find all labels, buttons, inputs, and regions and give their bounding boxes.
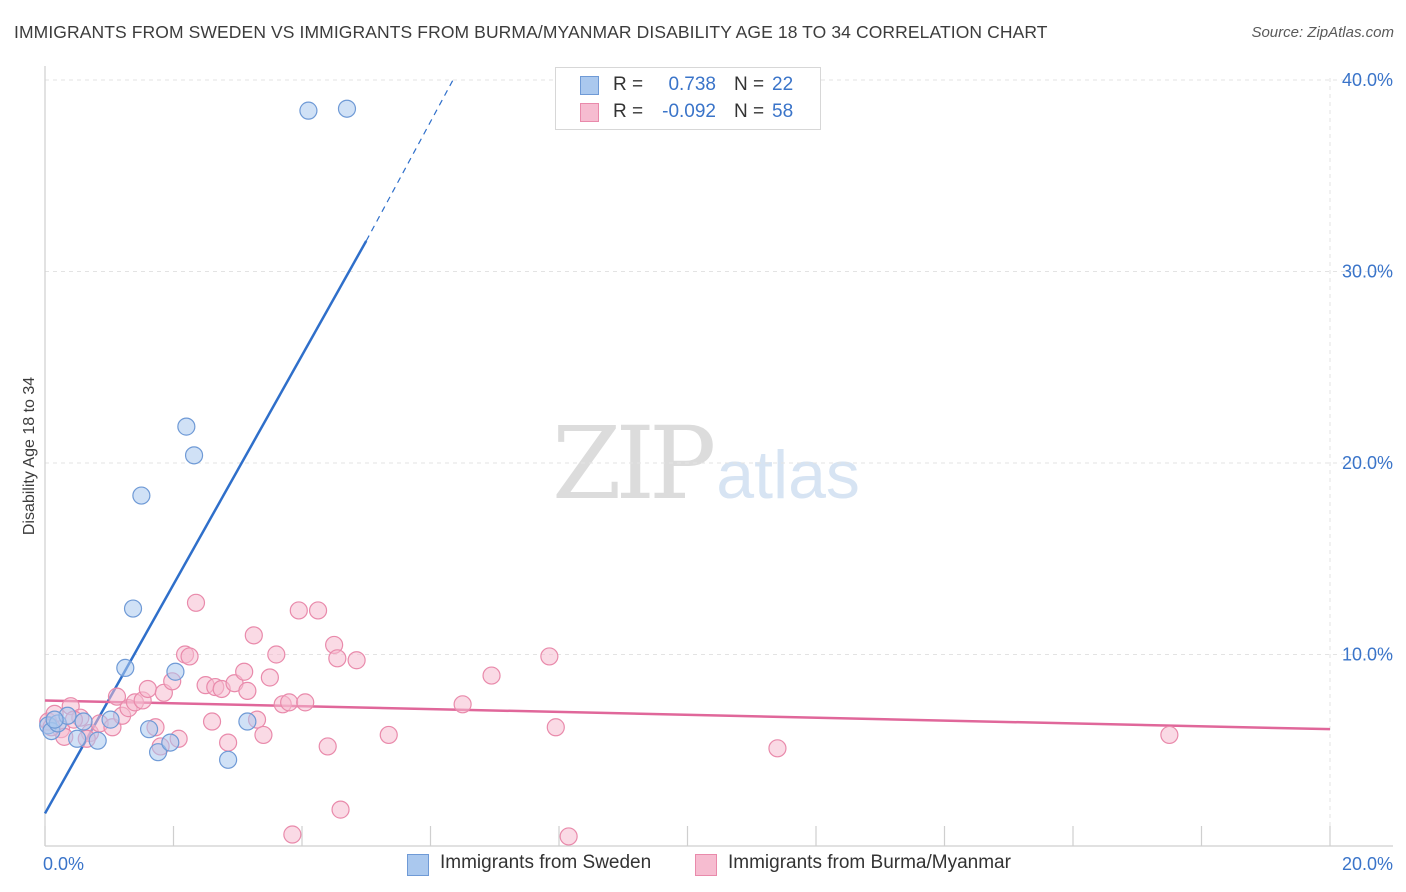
- data-point-burma: [180, 647, 199, 666]
- data-point-sweden: [123, 599, 143, 618]
- data-point-burma: [308, 601, 328, 620]
- legend-row-burma: R = -0.092 N = 58: [556, 100, 820, 126]
- legend-n-label: N =: [734, 74, 765, 95]
- data-point-burma: [289, 601, 308, 620]
- data-point-sweden: [177, 417, 196, 436]
- legend-r-value: 0.738: [668, 74, 716, 95]
- data-point-burma: [482, 666, 501, 685]
- tick-labels: 10.0% 20.0% 30.0% 40.0% 0.0% 20.0%: [43, 70, 1393, 874]
- trend-lines: [43, 79, 1331, 815]
- data-point-sweden: [68, 729, 87, 748]
- series-legend: Immigrants from Sweden Immigrants from B…: [0, 851, 1406, 879]
- legend-row-sweden: R = 0.738 N = 22: [556, 73, 820, 99]
- data-point-sweden: [166, 662, 185, 681]
- legend-swatch-burma: [695, 854, 717, 876]
- data-point-sweden: [299, 101, 318, 120]
- data-point-burma: [559, 827, 578, 846]
- data-point-sweden: [184, 446, 204, 465]
- data-point-sweden: [238, 712, 257, 731]
- data-point-burma: [267, 645, 286, 664]
- data-point-burma: [260, 668, 279, 687]
- data-point-burma: [296, 693, 315, 712]
- y-tick-label: 20.0%: [1342, 453, 1393, 473]
- data-point-sweden: [132, 486, 151, 505]
- data-point-burma: [283, 825, 302, 844]
- data-point-burma: [347, 651, 366, 670]
- data-point-burma: [546, 718, 565, 737]
- data-point-burma: [244, 626, 263, 645]
- data-point-burma: [318, 737, 337, 756]
- grid: [45, 78, 1392, 846]
- trendline-sweden-extension: [365, 79, 454, 242]
- data-point-burma: [238, 681, 257, 700]
- watermark-atlas: atlas: [716, 437, 860, 513]
- legend-label-sweden: Immigrants from Sweden: [440, 852, 652, 873]
- data-point-sweden: [45, 710, 64, 729]
- data-point-sweden: [148, 743, 168, 762]
- data-point-sweden: [337, 99, 357, 118]
- legend-swatch-sweden: [580, 76, 599, 95]
- legend-n-value: 22: [772, 74, 794, 95]
- legend-r-label: R =: [613, 101, 644, 122]
- chart-source: Source: ZipAtlas.com: [1251, 24, 1394, 41]
- data-point-burma: [328, 649, 347, 668]
- legend-r-label: R =: [613, 74, 644, 95]
- y-tick-label: 40.0%: [1342, 70, 1393, 90]
- legend-swatch-burma: [580, 103, 599, 122]
- correlation-legend: R = 0.738 N = 22 R = -0.092 N = 58: [555, 67, 821, 130]
- legend-label-burma: Immigrants from Burma/Myanmar: [728, 852, 1011, 873]
- y-tick-label: 30.0%: [1342, 262, 1393, 282]
- x-tick-label: 0.0%: [43, 854, 84, 874]
- data-point-burma: [202, 712, 222, 731]
- watermark: ZIPatlas: [552, 405, 860, 522]
- data-point-burma: [107, 687, 127, 706]
- data-point-sweden: [74, 712, 93, 731]
- data-point-burma: [280, 693, 299, 712]
- data-point-sweden: [116, 658, 135, 678]
- data-point-burma: [235, 662, 254, 681]
- data-point-burma: [1160, 725, 1179, 745]
- data-point-sweden: [219, 750, 238, 769]
- y-tick-label: 10.0%: [1342, 645, 1393, 665]
- data-point-burma: [138, 679, 157, 699]
- data-point-sweden: [88, 731, 107, 750]
- data-point-sweden: [101, 710, 120, 729]
- legend-swatch-sweden: [407, 854, 429, 876]
- data-point-sweden: [139, 720, 159, 739]
- legend-n-label: N =: [734, 101, 765, 122]
- data-point-burma: [186, 593, 206, 612]
- data-point-burma: [254, 725, 273, 745]
- data-point-burma: [768, 739, 787, 758]
- x-tick-label: 20.0%: [1342, 854, 1393, 874]
- legend-r-value: -0.092: [662, 101, 716, 122]
- chart-title: IMMIGRANTS FROM SWEDEN VS IMMIGRANTS FRO…: [14, 22, 1048, 42]
- data-point-sweden: [161, 733, 180, 752]
- data-point-burma: [219, 733, 238, 752]
- data-point-burma: [331, 800, 350, 819]
- data-points: [39, 99, 1179, 846]
- data-point-burma: [540, 647, 559, 666]
- legend-n-value: 58: [772, 101, 794, 122]
- data-point-burma: [379, 725, 398, 745]
- data-point-burma: [453, 695, 472, 714]
- trendline-burma: [44, 699, 1331, 731]
